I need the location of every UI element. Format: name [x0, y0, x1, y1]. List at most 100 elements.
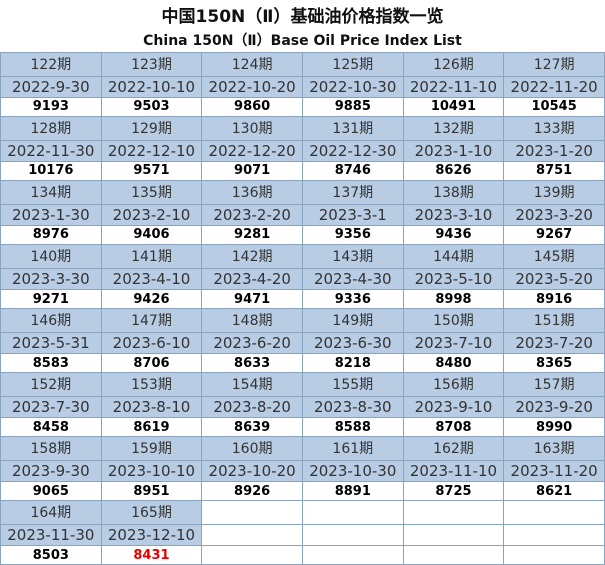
- date-cell: 2022-9-30: [0, 75, 102, 99]
- period-cell: 122期: [0, 51, 102, 77]
- date-cell: 2022-10-20: [201, 75, 303, 99]
- value-row: 9193 9503 9860 9885 10491 10545: [0, 97, 605, 117]
- date-cell: 2022-11-20: [503, 75, 605, 99]
- period-cell: 130期: [201, 115, 303, 141]
- value-cell: 8480: [402, 353, 505, 373]
- date-cell: 2023-9-20: [503, 395, 605, 419]
- date-cell: 2022-12-30: [301, 139, 404, 163]
- period-cell: 153期: [100, 371, 203, 397]
- date-cell: 2022-12-10: [100, 139, 203, 163]
- period-cell: 154期: [201, 371, 303, 397]
- date-cell: 2023-5-31: [0, 331, 102, 355]
- value-cell: 8926: [201, 481, 303, 501]
- value-cell: 8458: [0, 417, 102, 437]
- value-cell: 9193: [0, 97, 102, 117]
- value-cell: 8619: [100, 417, 203, 437]
- period-cell: 140期: [0, 243, 102, 269]
- value-cell: 8639: [201, 417, 303, 437]
- value-cell: 8708: [402, 417, 505, 437]
- empty-cell: [301, 499, 404, 525]
- period-cell: 149期: [301, 307, 404, 333]
- date-cell: 2023-10-20: [201, 459, 303, 483]
- period-cell: 143期: [301, 243, 404, 269]
- date-cell: 2023-1-20: [503, 139, 605, 163]
- value-cell: 9267: [503, 225, 605, 245]
- date-cell: 2023-6-10: [100, 331, 203, 355]
- value-cell: 9356: [301, 225, 404, 245]
- date-cell: 2023-11-30: [0, 523, 102, 547]
- period-cell: 137期: [301, 179, 404, 205]
- date-cell: 2022-11-10: [402, 75, 505, 99]
- date-cell: 2023-4-30: [301, 267, 404, 291]
- empty-cell: [503, 499, 605, 525]
- value-cell: 9271: [0, 289, 102, 309]
- value-cell: 9336: [301, 289, 404, 309]
- empty-cell: [503, 545, 605, 565]
- date-row: 2022-9-30 2022-10-10 2022-10-20 2022-10-30 2…: [0, 75, 605, 99]
- empty-cell: [301, 545, 404, 565]
- period-cell: 160期: [201, 435, 303, 461]
- period-cell: 136期: [201, 179, 303, 205]
- value-cell: 8633: [201, 353, 303, 373]
- period-cell: 147期: [100, 307, 203, 333]
- period-cell: 158期: [0, 435, 102, 461]
- date-cell: 2022-11-30: [0, 139, 102, 163]
- period-cell: 125期: [301, 51, 404, 77]
- value-row: 9065 8951 8926 8891 8725 8621: [0, 481, 605, 501]
- date-row: 2023-9-30 2023-10-10 2023-10-20 2023-10-30 2…: [0, 459, 605, 483]
- period-cell: 161期: [301, 435, 404, 461]
- period-cell: 162期: [402, 435, 505, 461]
- period-cell: 133期: [503, 115, 605, 141]
- date-cell: 2022-10-10: [100, 75, 203, 99]
- date-cell: 2023-7-30: [0, 395, 102, 419]
- date-cell: 2023-1-10: [402, 139, 505, 163]
- period-cell: 159期: [100, 435, 203, 461]
- value-cell: 9860: [201, 97, 303, 117]
- value-cell: 9406: [100, 225, 203, 245]
- period-cell: 138期: [402, 179, 505, 205]
- date-cell: 2023-11-10: [402, 459, 505, 483]
- date-cell: 2022-12-20: [201, 139, 303, 163]
- title: 中国150N（Ⅱ）基础油价格指数一览: [161, 6, 444, 27]
- value-row: 9271 9426 9471 9336 8998 8916: [0, 289, 605, 309]
- date-cell: 2023-3-20: [503, 203, 605, 227]
- date-cell: 2023-6-20: [201, 331, 303, 355]
- period-cell: 155期: [301, 371, 404, 397]
- date-cell: 2023-9-30: [0, 459, 102, 483]
- value-row: 10176 9571 9071 8746 8626 8751: [0, 161, 605, 181]
- value-row: 8458 8619 8639 8588 8708 8990: [0, 417, 605, 437]
- period-cell: 165期: [100, 499, 203, 525]
- date-row: 2022-11-30 2022-12-10 2022-12-20 2022-12-30…: [0, 139, 605, 163]
- period-row: 146期 147期 148期 149期 150期 151期: [0, 307, 605, 333]
- date-cell: 2023-12-10: [100, 523, 203, 547]
- period-cell: 126期: [402, 51, 505, 77]
- date-cell: 2023-2-10: [100, 203, 203, 227]
- value-cell: 9436: [402, 225, 505, 245]
- date-cell: 2023-11-20: [503, 459, 605, 483]
- period-cell: 139期: [503, 179, 605, 205]
- period-cell: 150期: [402, 307, 505, 333]
- date-cell: 2023-4-10: [100, 267, 203, 291]
- date-row: 2023-5-31 2023-6-10 2023-6-20 2023-6-30 2023…: [0, 331, 605, 355]
- value-cell: 9503: [100, 97, 203, 117]
- value-cell: 9885: [301, 97, 404, 117]
- date-cell: 2022-10-30: [301, 75, 404, 99]
- period-cell: 157期: [503, 371, 605, 397]
- period-cell: 142期: [201, 243, 303, 269]
- value-cell: 8725: [402, 481, 505, 501]
- empty-cell: [503, 523, 605, 547]
- period-cell: 163期: [503, 435, 605, 461]
- date-cell: 2023-7-20: [503, 331, 605, 355]
- value-cell: 8951: [100, 481, 203, 501]
- date-row: 2023-1-30 2023-2-10 2023-2-20 2023-3-1 2023-…: [0, 203, 605, 227]
- value-cell: 8916: [503, 289, 605, 309]
- period-cell: 129期: [100, 115, 203, 141]
- period-row: 122期 123期 124期 125期 126期 127期: [0, 51, 605, 77]
- period-cell: 144期: [402, 243, 505, 269]
- period-row: 152期 153期 154期 155期 156期 157期: [0, 371, 605, 397]
- period-row: 164期 165期: [0, 499, 605, 525]
- value-cell: 8626: [402, 161, 505, 181]
- date-cell: 2023-4-20: [201, 267, 303, 291]
- date-cell: 2023-7-10: [402, 331, 505, 355]
- value-cell: 8751: [503, 161, 605, 181]
